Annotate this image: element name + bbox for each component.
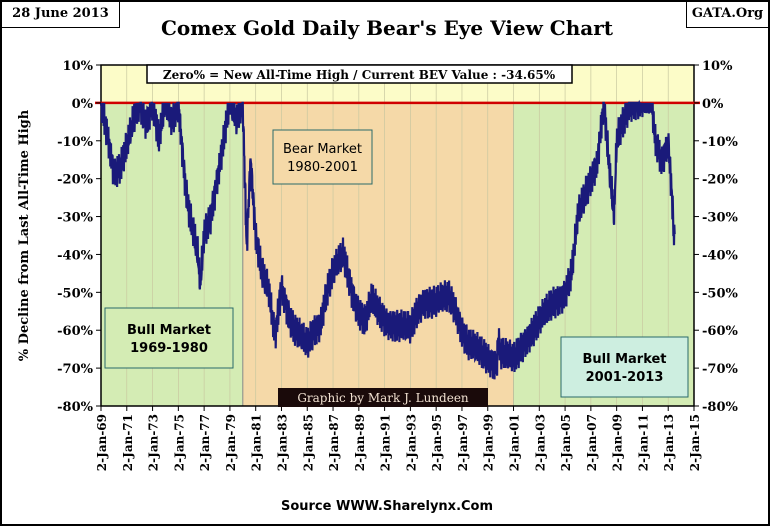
- y-tick-label-right: -60%: [702, 324, 738, 339]
- x-tick-label: 2-Jan-05: [559, 414, 573, 471]
- x-tick-label: 2-Jan-79: [224, 414, 238, 471]
- series-line-gold-bev: [99, 99, 676, 380]
- x-tick-label: 2-Jan-97: [456, 414, 470, 471]
- credit-box: [278, 388, 488, 407]
- x-tick-label: 2-Jan-69: [95, 414, 109, 471]
- y-tick-label-left: -10%: [57, 135, 93, 150]
- y-tick-label-left: -40%: [57, 248, 93, 263]
- x-tick-label: 2-Jan-13: [662, 414, 676, 471]
- y-tick-label-left: 0%: [72, 97, 94, 112]
- chart-title: Comex Gold Daily Bear's Eye View Chart: [161, 16, 613, 40]
- y-tick-label-right: -30%: [702, 211, 738, 226]
- annotation-text: Zero% = New All-Time High / Current BEV …: [163, 68, 556, 82]
- y-tick-label-right: -80%: [702, 400, 738, 415]
- y-tick-label-left: -70%: [57, 362, 93, 377]
- x-tick-label: 2-Jan-95: [430, 414, 444, 471]
- x-tick-label: 2-Jan-09: [611, 414, 625, 471]
- y-tick-label-right: 0%: [702, 97, 724, 112]
- y-tick-label-left: -80%: [57, 400, 93, 415]
- credit-text: Graphic by Mark J. Lundeen: [297, 391, 469, 405]
- x-tick-label: 2-Jan-15: [688, 414, 702, 471]
- x-tick-label: 2-Jan-89: [353, 414, 367, 471]
- x-tick-label: 2-Jan-11: [636, 414, 650, 471]
- x-tick-label: 2-Jan-99: [482, 414, 496, 471]
- y-tick-label-right: -20%: [702, 173, 738, 188]
- region-label-box: [560, 336, 689, 398]
- x-tick-label: 2-Jan-75: [172, 414, 186, 471]
- x-tick-label: 2-Jan-01: [508, 414, 522, 471]
- site-label: GATA.Org: [686, 2, 768, 28]
- region-label-box: [272, 129, 373, 185]
- x-tick-label: 2-Jan-81: [250, 414, 264, 471]
- x-tick-label: 2-Jan-73: [147, 414, 161, 471]
- region-label-title: Bear Market: [283, 142, 362, 157]
- region-label-title: Bull Market: [127, 323, 211, 338]
- y-tick-label-right: 10%: [702, 59, 733, 74]
- x-tick-label: 2-Jan-91: [379, 414, 393, 471]
- date-label: 28 June 2013: [2, 2, 120, 28]
- region-label-box: [104, 307, 234, 369]
- source-label: Source WWW.Sharelynx.Com: [280, 499, 494, 514]
- region-label-years: 1980-2001: [287, 160, 358, 175]
- x-tick-label: 2-Jan-03: [533, 414, 547, 471]
- y-tick-label-right: -10%: [702, 135, 738, 150]
- y-tick-label-right: -50%: [702, 286, 738, 301]
- x-tick-label: 2-Jan-77: [198, 414, 212, 471]
- x-tick-label: 2-Jan-93: [404, 414, 418, 471]
- x-tick-label: 2-Jan-83: [275, 414, 289, 471]
- y-tick-label-right: -40%: [702, 248, 738, 263]
- y-axis-title: % Decline from Last All-Time High: [17, 109, 32, 361]
- x-tick-label: 2-Jan-85: [301, 414, 315, 471]
- y-tick-label-left: -30%: [57, 211, 93, 226]
- region-label-years: 2001-2013: [586, 370, 664, 385]
- region-label-years: 1969-1980: [130, 341, 208, 356]
- annotation-box: [146, 64, 573, 84]
- x-tick-label: 2-Jan-71: [121, 414, 135, 471]
- y-tick-label-left: -20%: [57, 173, 93, 188]
- y-tick-label-left: -50%: [57, 286, 93, 301]
- y-tick-label-left: -60%: [57, 324, 93, 339]
- x-tick-label: 2-Jan-87: [327, 414, 341, 471]
- x-tick-label: 2-Jan-07: [585, 414, 599, 471]
- y-tick-label-left: 10%: [63, 59, 94, 74]
- region-label-title: Bull Market: [582, 352, 666, 367]
- y-tick-label-right: -70%: [702, 362, 738, 377]
